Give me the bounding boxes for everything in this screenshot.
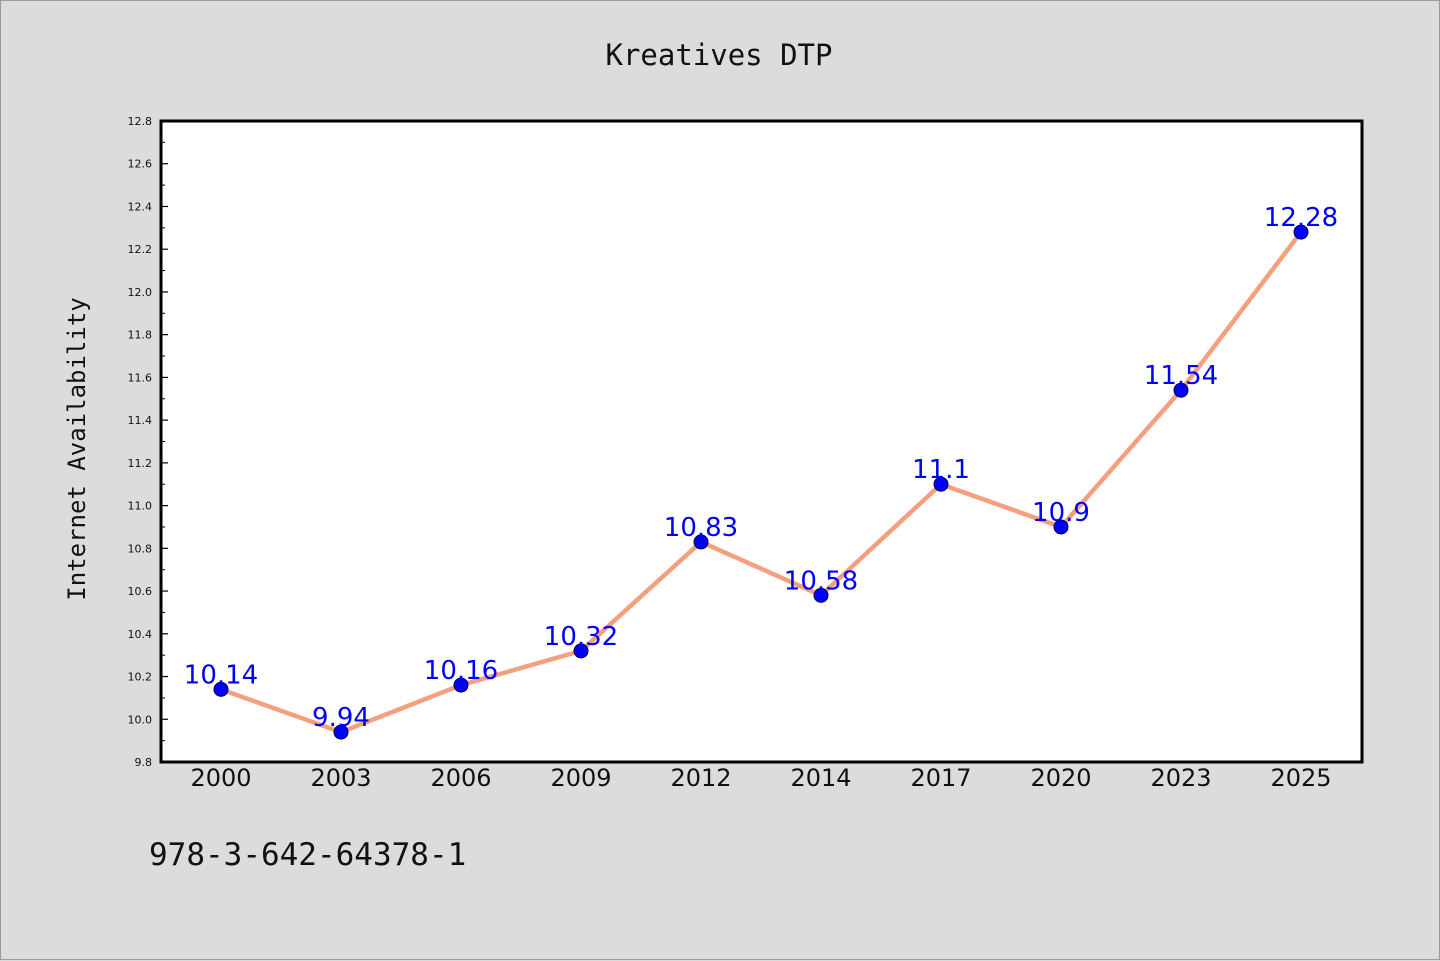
data-label: 10.32	[544, 622, 618, 652]
marker-layer	[213, 224, 1309, 740]
series-line	[218, 229, 1304, 735]
isbn-footer: 978-3-642-64378-1	[149, 837, 466, 873]
y-tick-label: 12.0	[128, 286, 153, 299]
y-tick-label: 12.8	[128, 115, 153, 128]
y-tick-label: 10.2	[128, 671, 153, 684]
x-tick-label: 2012	[670, 764, 731, 792]
data-point	[693, 534, 709, 550]
y-axis-ticks: 9.8 10.0 10.2 10.4 10.6 10.8 11.0 11.2 11.4 11.6 1…	[128, 115, 168, 769]
y-tick-label: 9.8	[135, 756, 153, 769]
data-label: 10.14	[184, 660, 258, 690]
data-point	[213, 681, 229, 697]
y-tick-label: 11.8	[128, 329, 153, 342]
data-point	[453, 677, 469, 693]
data-label: 10.16	[424, 656, 498, 686]
data-label: 11.1	[912, 455, 970, 485]
y-axis-label: Internet Availability	[63, 297, 91, 600]
data-point	[813, 587, 829, 603]
data-point	[1053, 519, 1069, 535]
data-label-layer: 10.14 9.94 10.16 10.32 10.83 10.58 11.1 10.9 11.…	[184, 203, 1338, 733]
data-label: 10.9	[1032, 498, 1090, 528]
y-tick-label: 11.2	[128, 457, 153, 470]
data-label: 10.83	[664, 513, 738, 543]
y-tick-label: 11.6	[128, 371, 153, 384]
x-tick-label: 2000	[190, 764, 251, 792]
x-tick-label: 2025	[1270, 764, 1331, 792]
y-tick-label: 10.6	[128, 585, 153, 598]
x-tick-label: 2003	[310, 764, 371, 792]
x-tick-label: 2017	[910, 764, 971, 792]
y-tick-label: 12.4	[128, 200, 153, 213]
x-axis-ticks: 2000 2003 2006 2009 2012 2014 2017 2020 2023 2025	[190, 764, 1331, 792]
x-tick-label: 2006	[430, 764, 491, 792]
data-point	[933, 476, 949, 492]
plot-area	[159, 119, 1364, 764]
y-tick-label: 10.4	[128, 628, 153, 641]
x-tick-label: 2009	[550, 764, 611, 792]
y-tick-label: 12.2	[128, 243, 153, 256]
data-point	[1173, 382, 1189, 398]
data-point	[333, 724, 349, 740]
data-label: 9.94	[312, 703, 370, 733]
data-label: 12.28	[1264, 203, 1338, 233]
chart-title: Kreatives DTP	[606, 38, 833, 72]
y-tick-label: 11.4	[128, 414, 153, 427]
data-label: 11.54	[1144, 361, 1218, 391]
data-label: 10.58	[784, 566, 858, 596]
series-layer	[218, 229, 1304, 735]
y-tick-label: 10.0	[128, 713, 153, 726]
x-tick-label: 2023	[1150, 764, 1211, 792]
x-tick-label: 2014	[790, 764, 851, 792]
y-tick-label: 10.8	[128, 542, 153, 555]
y-tick-label: 11.0	[128, 500, 153, 513]
y-tick-label: 12.6	[128, 158, 153, 171]
data-point	[573, 643, 589, 659]
x-tick-label: 2020	[1030, 764, 1091, 792]
data-point	[1293, 224, 1309, 240]
